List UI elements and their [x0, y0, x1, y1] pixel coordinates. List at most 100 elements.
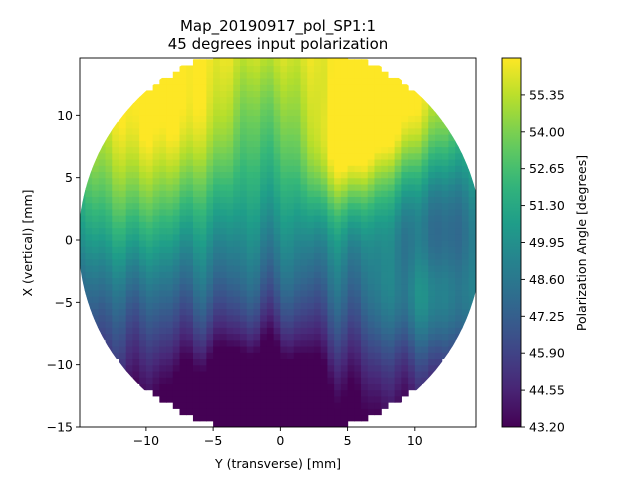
heatmap-cell: [186, 140, 194, 148]
heatmap-cell: [132, 258, 140, 266]
heatmap-cell: [441, 202, 450, 210]
heatmap-cell: [320, 271, 329, 278]
heatmap-cell: [226, 171, 234, 179]
heatmap-cell: [152, 215, 160, 222]
heatmap-cell: [112, 152, 120, 160]
heatmap-cell: [354, 408, 362, 416]
heatmap-cell: [118, 345, 127, 353]
heatmap-cell: [112, 258, 120, 266]
heatmap-cell: [448, 165, 456, 173]
heatmap-cell: [118, 221, 127, 229]
heatmap-cell: [85, 208, 93, 216]
heatmap-cell: [186, 96, 194, 104]
heatmap-cell: [105, 233, 113, 241]
heatmap-cell: [347, 277, 355, 285]
heatmap-cell: [361, 134, 369, 141]
heatmap-cell: [179, 177, 187, 185]
heatmap-cell: [186, 296, 194, 303]
heatmap-cell: [166, 370, 174, 378]
heatmap-cell: [428, 240, 436, 247]
heatmap-cell: [280, 402, 288, 409]
heatmap-cell: [125, 221, 134, 229]
heatmap-cell: [327, 345, 335, 353]
heatmap-cell: [441, 308, 450, 316]
heatmap-cell: [361, 352, 369, 360]
heatmap-cell: [408, 339, 416, 347]
heatmap-cell: [246, 115, 255, 123]
heatmap-cell: [327, 377, 335, 384]
heatmap-cell: [340, 146, 349, 154]
heatmap-cell: [125, 352, 134, 360]
heatmap-cell: [118, 333, 127, 341]
heatmap-cell: [219, 240, 228, 247]
heatmap-cell: [253, 59, 261, 67]
heatmap-cell: [152, 171, 160, 179]
heatmap-cell: [206, 271, 214, 278]
heatmap-cell: [226, 58, 234, 60]
heatmap-cell: [273, 364, 281, 372]
heatmap-cell: [387, 271, 396, 278]
heatmap-cell: [287, 321, 295, 328]
heatmap-cell: [139, 208, 147, 216]
heatmap-cell: [240, 240, 248, 247]
heatmap-cell: [408, 252, 416, 260]
heatmap-cell: [260, 146, 268, 154]
heatmap-cell: [246, 102, 255, 110]
heatmap-cell: [421, 308, 429, 316]
heatmap-cell: [347, 408, 355, 416]
heatmap-cell: [421, 165, 429, 173]
heatmap-cell: [132, 271, 140, 278]
heatmap-cell: [434, 215, 443, 222]
heatmap-cell: [253, 246, 261, 254]
heatmap-cell: [172, 246, 181, 254]
heatmap-cell: [408, 202, 416, 210]
heatmap-cell: [347, 127, 355, 135]
heatmap-cell: [192, 96, 201, 104]
heatmap-cell: [105, 221, 113, 229]
heatmap-cell: [408, 146, 416, 154]
heatmap-cell: [159, 377, 167, 384]
heatmap-cell: [334, 302, 342, 310]
heatmap-cell: [307, 109, 315, 116]
heatmap-cell: [219, 140, 228, 148]
colorbar-tick-label: 47.25: [529, 309, 565, 324]
heatmap-cell: [381, 221, 389, 229]
heatmap-cell: [354, 364, 362, 372]
heatmap-cell: [266, 389, 275, 397]
heatmap-cell: [260, 383, 268, 391]
heatmap-cell: [307, 264, 315, 272]
heatmap-cell: [199, 370, 207, 378]
heatmap-cell: [199, 339, 207, 347]
heatmap-cell: [199, 84, 207, 92]
heatmap-cell: [354, 208, 362, 216]
heatmap-cell: [414, 327, 423, 335]
heatmap-cell: [320, 165, 329, 173]
heatmap-cell: [313, 90, 322, 98]
heatmap-cell: [455, 246, 463, 254]
heatmap-cell: [233, 109, 241, 116]
heatmap-cell: [240, 377, 248, 384]
heatmap-cell: [92, 202, 100, 210]
heatmap-cell: [273, 277, 281, 285]
heatmap-cell: [280, 183, 288, 191]
heatmap-cell: [300, 227, 308, 235]
heatmap-cell: [266, 364, 275, 372]
heatmap-cell: [266, 208, 275, 216]
heatmap-cell: [145, 252, 154, 260]
heatmap-cell: [354, 202, 362, 210]
heatmap-cell: [145, 258, 154, 266]
heatmap-cell: [327, 420, 335, 427]
heatmap-cell: [246, 134, 255, 141]
heatmap-cell: [307, 246, 315, 254]
heatmap-cell: [226, 352, 234, 360]
heatmap-cell: [347, 327, 355, 335]
heatmap-cell: [273, 190, 281, 197]
heatmap-cell: [374, 215, 382, 222]
heatmap-cell: [434, 109, 443, 116]
heatmap-cell: [455, 289, 463, 297]
heatmap-cell: [293, 190, 302, 197]
heatmap-cell: [159, 383, 167, 391]
heatmap-cell: [300, 134, 308, 141]
heatmap-cell: [206, 377, 214, 384]
heatmap-cell: [468, 296, 476, 303]
